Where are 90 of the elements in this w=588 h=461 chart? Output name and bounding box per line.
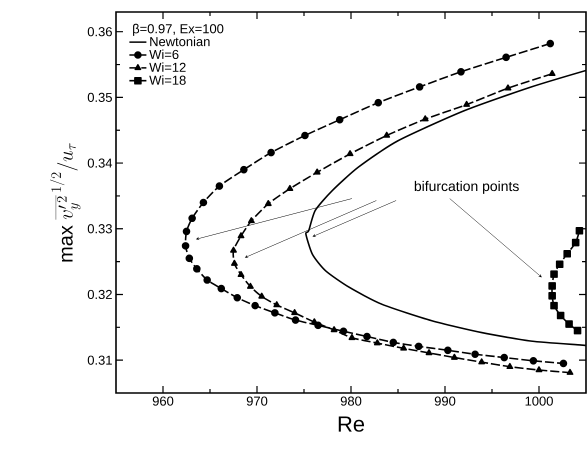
y-tick-label: 0.36 — [88, 27, 112, 36]
point — [548, 292, 556, 300]
point — [548, 70, 556, 76]
y-tick-label: 0.33 — [88, 224, 112, 234]
point — [400, 344, 408, 351]
y-tick-label: 0.34 — [88, 158, 112, 168]
point — [314, 168, 321, 175]
point — [560, 360, 568, 368]
point — [506, 362, 514, 370]
point — [457, 68, 465, 76]
point — [336, 116, 344, 124]
point — [348, 334, 356, 340]
point — [217, 284, 226, 292]
point — [301, 132, 309, 140]
x-tick-label: 990 — [434, 396, 456, 406]
point — [251, 302, 259, 310]
point — [340, 327, 348, 336]
point — [182, 242, 190, 250]
point — [310, 318, 318, 324]
point — [414, 342, 422, 350]
point — [374, 98, 382, 106]
point — [390, 338, 398, 346]
annotation: bifurcation points — [414, 180, 519, 194]
point — [346, 150, 354, 156]
point — [383, 132, 390, 138]
point — [556, 260, 564, 268]
y-axis-title: $\mathrm{max}\ \overline{v'^{\,2}_{y}}^{\,1/2}/u_{\tau}$ — [50, 143, 81, 262]
point — [240, 166, 248, 174]
point — [546, 40, 554, 48]
point — [471, 350, 479, 358]
y-tick-label: 0.31 — [88, 356, 112, 365]
point — [264, 200, 272, 206]
point — [286, 184, 294, 191]
legend-label: Wi=12 — [149, 62, 186, 72]
x-axis-title: Re — [338, 416, 364, 432]
point — [247, 282, 254, 289]
point — [500, 354, 508, 362]
legend-label: Wi=18 — [149, 75, 186, 85]
point — [238, 270, 244, 278]
point — [216, 182, 224, 190]
point — [182, 228, 190, 236]
point — [330, 326, 338, 332]
legend-label: Wi=6 — [149, 50, 178, 60]
point — [186, 254, 194, 262]
x-tick-label: 960 — [152, 396, 174, 406]
point — [231, 260, 238, 266]
point — [504, 84, 512, 90]
point — [416, 83, 424, 91]
point — [374, 339, 381, 346]
x-tick-label: 970 — [246, 396, 268, 406]
point — [550, 302, 558, 310]
point — [576, 226, 584, 235]
point — [502, 54, 510, 62]
point — [292, 316, 300, 324]
point — [203, 276, 211, 284]
point — [548, 282, 556, 290]
point — [271, 309, 279, 317]
point — [363, 332, 371, 340]
point — [291, 309, 298, 316]
point — [193, 265, 201, 273]
point — [426, 349, 432, 356]
point — [574, 326, 582, 334]
point — [188, 214, 196, 222]
point — [550, 270, 558, 278]
point — [565, 320, 573, 328]
x-tick-label: 980 — [340, 396, 362, 406]
point — [556, 312, 564, 320]
point — [200, 198, 208, 206]
x-tick-label: 1000 — [526, 396, 553, 406]
point — [230, 246, 237, 253]
point — [422, 115, 429, 122]
point — [566, 368, 574, 375]
point — [530, 357, 538, 365]
y-tick-label: 0.32 — [88, 290, 112, 300]
point — [572, 238, 580, 246]
point — [258, 292, 266, 299]
point — [451, 354, 458, 360]
legend-title: β=0.97, Ex=100 — [133, 24, 224, 36]
point — [273, 301, 280, 308]
point — [267, 148, 275, 156]
point — [444, 346, 452, 354]
y-tick-label: 0.35 — [88, 92, 112, 102]
point — [536, 366, 542, 372]
point — [233, 294, 242, 302]
point — [563, 250, 571, 258]
point — [248, 217, 255, 224]
legend-label: Newtonian — [150, 36, 210, 46]
point — [238, 232, 244, 238]
point — [463, 100, 470, 107]
point — [478, 358, 486, 364]
